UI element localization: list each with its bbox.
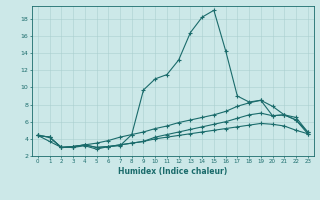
X-axis label: Humidex (Indice chaleur): Humidex (Indice chaleur) [118, 167, 228, 176]
